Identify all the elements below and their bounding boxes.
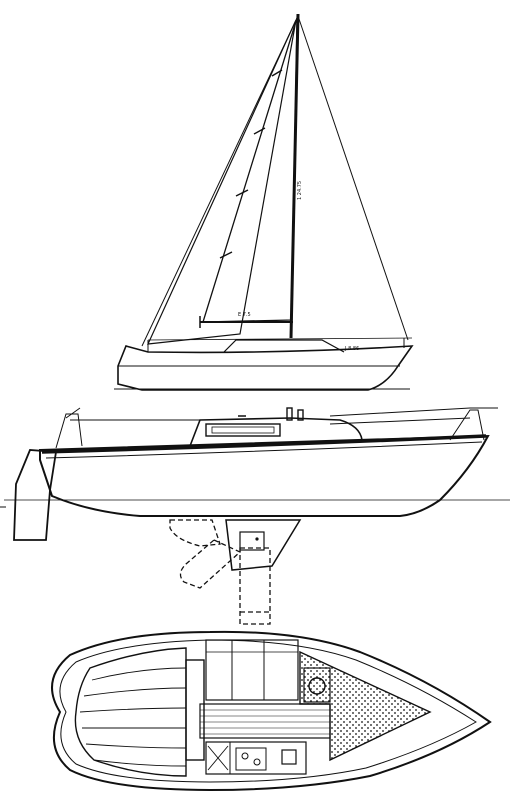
- keel: [225, 519, 302, 571]
- hull-body: [39, 434, 490, 517]
- backstay: [297, 15, 409, 341]
- deck-plan-hull: [51, 630, 492, 792]
- sail-plan-hull: [117, 345, 414, 391]
- sail-plan: 1 24.75 E 7.5 J 8.86: [114, 13, 414, 391]
- keel-swing-positions: [169, 519, 271, 625]
- sheer-line: [41, 434, 487, 454]
- galley: [205, 741, 307, 775]
- v-berth: [299, 650, 432, 762]
- sail-plan-cabin: [223, 339, 345, 353]
- jib-sail: [147, 19, 297, 345]
- deck-plan: [51, 630, 492, 792]
- saloon-table: [199, 703, 331, 739]
- cabin-window: [205, 423, 281, 437]
- transom-rudder: [13, 449, 58, 541]
- forestay: [141, 15, 299, 347]
- lifelines: [55, 407, 498, 449]
- sail-battens: [219, 69, 283, 259]
- mast-height-label: 1 24.75: [297, 181, 303, 200]
- sink: [281, 749, 297, 765]
- boom-label: E 7.5: [238, 312, 251, 318]
- cockpit: [74, 647, 187, 777]
- hull-profile: [0, 407, 510, 625]
